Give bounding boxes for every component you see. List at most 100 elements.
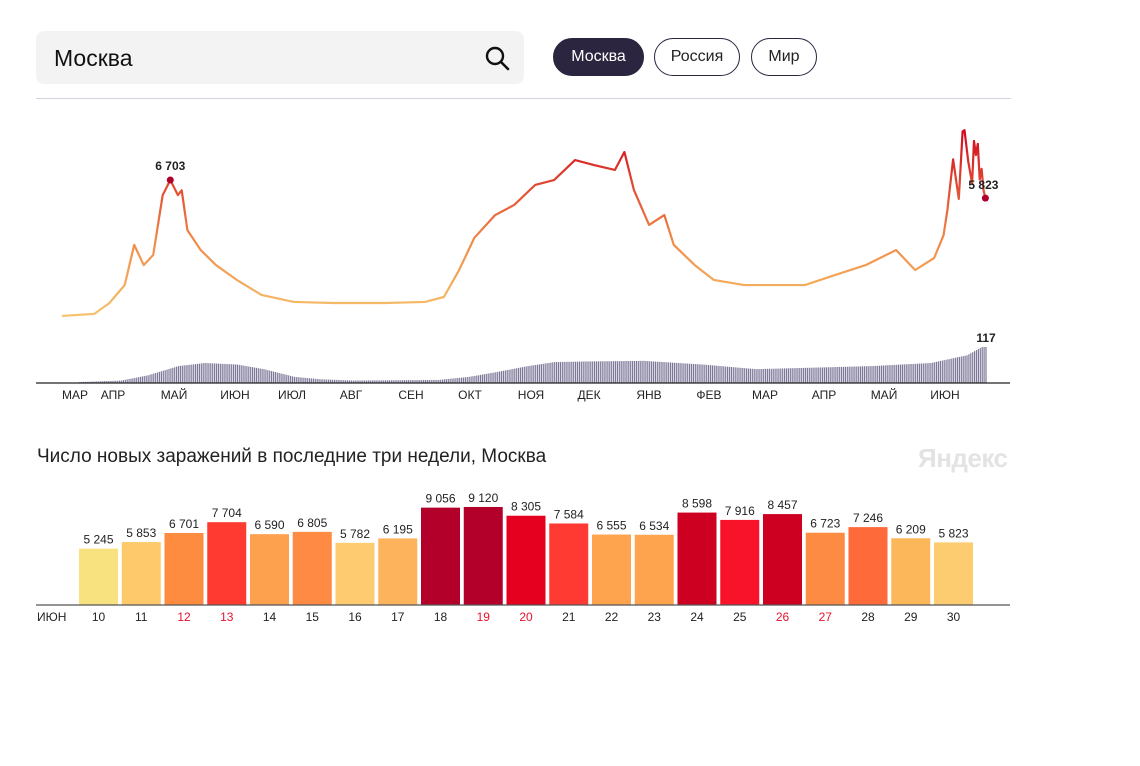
test-bar (497, 371, 499, 383)
test-bar (489, 373, 491, 383)
test-bar (746, 368, 748, 383)
test-bar (922, 363, 924, 383)
test-bar (519, 367, 522, 383)
test-bar (795, 368, 797, 383)
test-bar (863, 366, 865, 383)
test-bar (791, 368, 793, 383)
test-bar (149, 374, 151, 383)
day-bar (677, 512, 717, 605)
test-bar (915, 363, 917, 383)
test-bar (683, 363, 685, 383)
search-icon[interactable] (484, 45, 510, 71)
test-bar (945, 359, 947, 383)
tab-russia[interactable]: Россия (654, 38, 740, 76)
test-bar (364, 380, 366, 383)
test-bar (525, 366, 527, 383)
test-bar (818, 367, 820, 383)
test-bar (198, 363, 200, 383)
test-bar (128, 379, 130, 383)
divider (36, 98, 1011, 99)
search-box[interactable] (36, 31, 524, 84)
test-bar (312, 378, 314, 383)
test-bar (880, 365, 883, 383)
test-bar (918, 363, 921, 383)
test-bar (248, 366, 250, 383)
test-bar (713, 365, 715, 383)
test-bar (333, 379, 335, 383)
test-bar (968, 354, 970, 383)
test-bar (523, 366, 525, 383)
test-bar (696, 364, 698, 383)
test-bar (664, 362, 666, 383)
test-bar (350, 380, 352, 383)
test-bar (331, 379, 333, 383)
test-bar (630, 360, 632, 383)
test-bar (369, 380, 371, 383)
test-bar (761, 369, 763, 383)
day-bar (763, 514, 802, 605)
test-bar (905, 364, 907, 383)
test-bar (113, 380, 115, 383)
bar-value-label: 6 805 (297, 516, 327, 530)
tab-moscow[interactable]: Москва (553, 38, 644, 76)
test-bar (109, 380, 111, 383)
test-bar (282, 373, 284, 383)
test-bar (913, 363, 915, 383)
test-bar (673, 362, 675, 383)
test-bar (468, 376, 470, 383)
cases-line (61, 129, 987, 318)
tab-world[interactable]: Мир (751, 38, 817, 76)
test-bar (419, 380, 421, 383)
test-bar (400, 380, 402, 383)
test-bar (962, 356, 964, 383)
test-bar (514, 368, 516, 383)
test-bar (189, 364, 191, 383)
test-bar (556, 362, 558, 383)
test-bar (759, 369, 761, 383)
bar-value-label: 8 457 (767, 498, 797, 512)
test-bar (404, 380, 406, 383)
test-bar (225, 363, 227, 383)
test-bar (649, 361, 651, 383)
test-bar (94, 381, 96, 383)
test-bar (571, 361, 573, 383)
test-bar (924, 363, 926, 383)
test-bar (402, 380, 404, 383)
test-bar (875, 365, 877, 383)
test-bar (706, 364, 708, 383)
test-bar (502, 370, 504, 383)
test-bar (491, 372, 493, 383)
test-bar (668, 362, 670, 383)
test-bar (288, 375, 290, 383)
search-input[interactable] (52, 41, 476, 75)
test-bar (263, 369, 265, 383)
day-bar (592, 534, 631, 605)
day-bar (891, 538, 931, 605)
test-bar (223, 363, 225, 383)
test-bar (934, 362, 936, 383)
day-bar (121, 542, 161, 605)
test-bar (138, 377, 140, 383)
test-bar (711, 365, 713, 383)
test-bar (763, 368, 765, 383)
test-bar (829, 367, 831, 383)
month-tick: МАР (752, 388, 778, 402)
test-bar (208, 363, 210, 383)
peak-point (981, 194, 989, 202)
test-bar (221, 363, 223, 383)
yandex-logo: Яндекс (918, 443, 1008, 473)
test-bar (443, 379, 446, 383)
test-bar (633, 360, 636, 383)
bar-value-label: 6 555 (596, 519, 626, 533)
test-bar (485, 373, 487, 383)
test-bar (557, 362, 560, 383)
test-bar (776, 368, 778, 383)
day-tick: 27 (819, 610, 833, 624)
test-bar (166, 369, 168, 383)
test-bar (470, 376, 472, 383)
test-bar (381, 380, 383, 383)
day-tick: 19 (477, 610, 491, 624)
test-bar (322, 379, 324, 383)
day-tick: 25 (733, 610, 747, 624)
